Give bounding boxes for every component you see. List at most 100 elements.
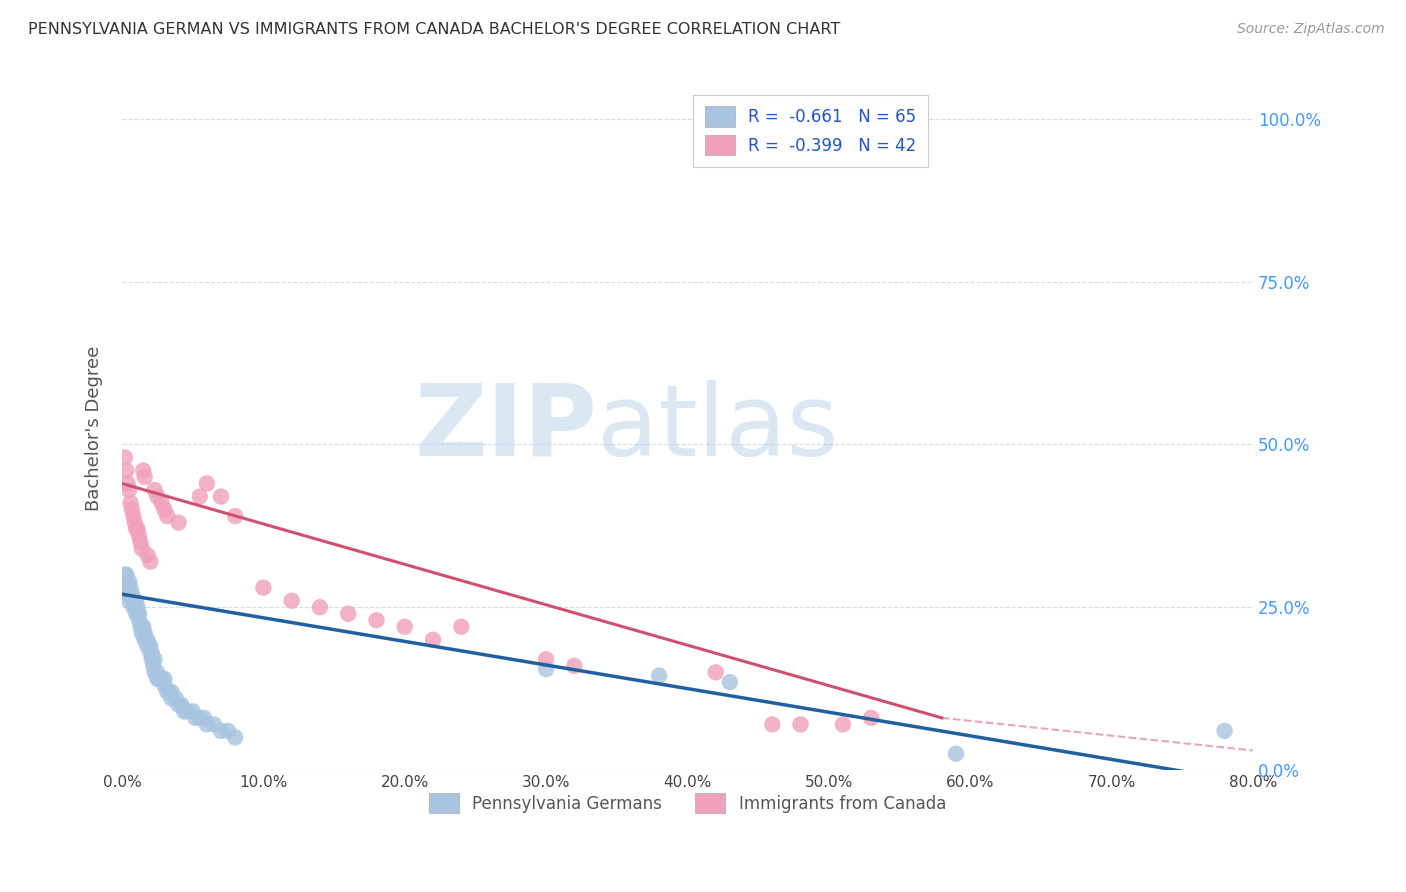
Point [146, 490, 169, 504]
Point [150, 672, 173, 686]
Point [128, 528, 150, 542]
Point [422, 632, 444, 647]
Point [366, 613, 388, 627]
Point [1213, 723, 1236, 738]
Point [648, 668, 671, 682]
Point [534, 662, 557, 676]
Point [202, 717, 225, 731]
Point [450, 620, 472, 634]
Point [141, 652, 163, 666]
Point [704, 665, 727, 680]
Point [124, 516, 146, 530]
Point [167, 516, 190, 530]
Point [118, 483, 141, 497]
Point [148, 672, 170, 686]
Point [136, 548, 159, 562]
Point [173, 705, 195, 719]
Text: Source: ZipAtlas.com: Source: ZipAtlas.com [1237, 22, 1385, 37]
Point [122, 600, 145, 615]
Point [114, 450, 136, 465]
Point [120, 496, 142, 510]
Point [160, 691, 183, 706]
Point [184, 711, 207, 725]
Point [121, 587, 143, 601]
Point [150, 496, 173, 510]
Point [129, 620, 152, 634]
Point [115, 463, 138, 477]
Point [136, 640, 159, 654]
Point [120, 587, 142, 601]
Point [134, 626, 156, 640]
Point [134, 632, 156, 647]
Point [128, 607, 150, 621]
Point [718, 675, 741, 690]
Point [115, 581, 138, 595]
Point [156, 685, 179, 699]
Point [156, 509, 179, 524]
Point [534, 652, 557, 666]
Point [789, 717, 811, 731]
Point [143, 483, 166, 497]
Point [160, 685, 183, 699]
Point [129, 535, 152, 549]
Point [153, 678, 176, 692]
Point [120, 581, 142, 595]
Y-axis label: Bachelor's Degree: Bachelor's Degree [86, 345, 103, 511]
Point [153, 502, 176, 516]
Point [945, 747, 967, 761]
Point [125, 593, 148, 607]
Point [135, 632, 157, 647]
Point [124, 600, 146, 615]
Point [153, 672, 176, 686]
Point [209, 723, 232, 738]
Point [188, 490, 211, 504]
Point [181, 705, 204, 719]
Legend: Pennsylvania Germans, Immigrants from Canada: Pennsylvania Germans, Immigrants from Ca… [419, 783, 956, 823]
Point [394, 620, 416, 634]
Point [224, 509, 246, 524]
Point [564, 658, 586, 673]
Point [170, 698, 193, 712]
Point [118, 593, 141, 607]
Point [127, 607, 149, 621]
Point [157, 685, 180, 699]
Point [146, 672, 169, 686]
Point [132, 620, 155, 634]
Point [138, 640, 160, 654]
Point [125, 607, 148, 621]
Point [146, 665, 169, 680]
Point [195, 717, 218, 731]
Point [136, 632, 159, 647]
Point [193, 711, 215, 725]
Point [125, 522, 148, 536]
Point [176, 705, 198, 719]
Point [122, 509, 145, 524]
Text: ZIP: ZIP [415, 380, 598, 476]
Point [115, 567, 138, 582]
Point [252, 581, 274, 595]
Text: atlas: atlas [598, 380, 838, 476]
Point [143, 665, 166, 680]
Point [337, 607, 360, 621]
Point [143, 652, 166, 666]
Text: PENNSYLVANIA GERMAN VS IMMIGRANTS FROM CANADA BACHELOR'S DEGREE CORRELATION CHAR: PENNSYLVANIA GERMAN VS IMMIGRANTS FROM C… [28, 22, 841, 37]
Point [131, 620, 153, 634]
Point [217, 723, 239, 738]
Point [132, 626, 155, 640]
Point [131, 541, 153, 556]
Point [117, 476, 139, 491]
Point [209, 490, 232, 504]
Point [128, 613, 150, 627]
Point [309, 600, 332, 615]
Point [280, 593, 302, 607]
Point [121, 502, 143, 516]
Point [832, 717, 855, 731]
Point [139, 646, 162, 660]
Point [141, 646, 163, 660]
Point [127, 600, 149, 615]
Point [118, 574, 141, 589]
Point [114, 567, 136, 582]
Point [117, 587, 139, 601]
Point [127, 522, 149, 536]
Point [122, 593, 145, 607]
